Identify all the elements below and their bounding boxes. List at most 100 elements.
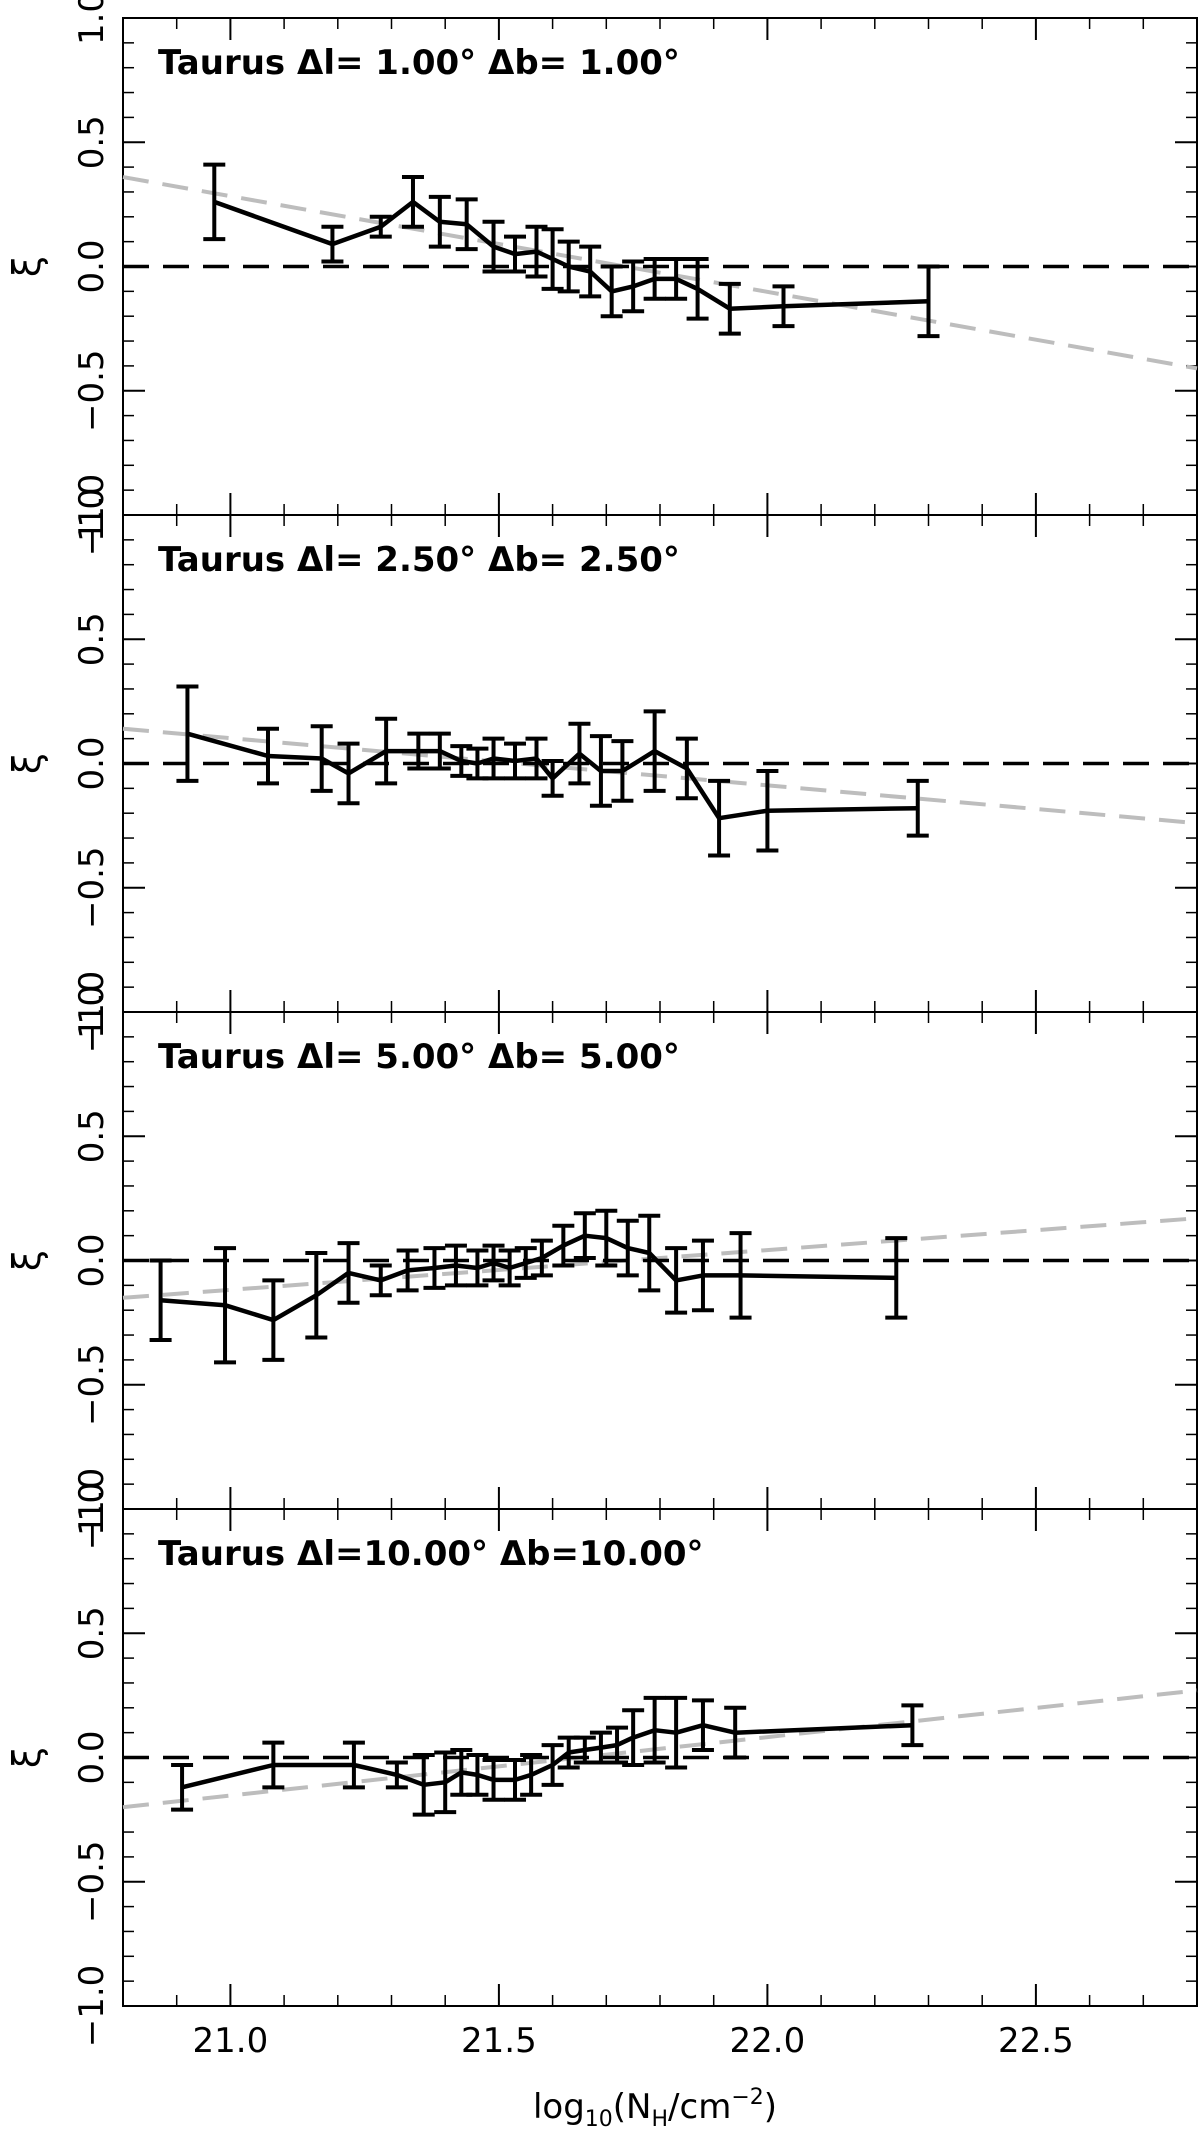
error-bar [885,1236,908,1320]
panel-title: Taurus Δl= 1.00° Δb= 1.00° [158,43,680,83]
error-bar [520,1753,543,1797]
y-tick-label: 0.0 [72,736,112,790]
error-bar [401,175,424,229]
y-tick-label: 1.0 [72,1482,112,1536]
panel-1: −1.0 −0.5 0.0 0.5 1.0 ξ Taurus Δl= 1.00° Δb= 1… [5,0,1198,557]
error-bar [375,716,398,786]
error-bar [622,259,645,314]
y-tick-label: −1.0 [72,971,112,1054]
y-tick-label: 0.5 [72,612,112,666]
error-bar [342,1740,365,1790]
x-axis-label-sub: 10 [585,2107,613,2132]
error-bar [214,1246,237,1365]
error-bar [643,709,666,793]
error-bar [665,257,688,301]
error-bar [606,1725,629,1765]
error-bar [498,1248,521,1288]
y-tick-label: 0.0 [72,239,112,293]
y-tick-label: −1.0 [72,1965,112,2048]
y-tick-label: 0.5 [72,1606,112,1660]
x-axis-label: log10(NH/cm−2) [533,2085,777,2132]
error-bar [541,1743,564,1787]
error-bar [149,1258,172,1343]
panel-2: −1.0 −0.5 0.0 0.5 1.0 ξ Taurus Δl= 2.50° Δb= 2… [5,488,1198,1054]
y-tick-label: 1.0 [72,488,112,542]
error-bar [310,724,333,793]
error-bar [337,741,360,806]
error-bar [337,1241,360,1305]
error-bar [466,1753,489,1797]
error-bar [557,239,580,294]
error-bar [450,744,473,778]
x-axis-label-nsub: H [652,2107,669,2132]
error-bar [530,1238,553,1278]
data-series-line [213,199,929,311]
error-bar [600,264,623,319]
error-bar [305,1251,328,1340]
y-tick-label: −0.5 [72,1343,112,1426]
error-bar [482,1757,505,1802]
error-bar [622,1708,645,1767]
error-bar [455,197,478,252]
panel-title: Taurus Δl= 5.00° Δb= 5.00° [158,1037,680,1077]
error-bar [906,778,929,838]
error-bar [724,1705,747,1760]
error-bar [504,234,527,274]
error-bar [541,227,564,291]
error-bar [579,244,602,299]
error-bar [525,736,548,781]
error-bar [901,1703,924,1748]
error-bar [589,734,612,808]
error-bar [321,224,344,264]
error-bar [595,1208,618,1268]
panel-title: Taurus Δl=10.00° Δb=10.00° [158,1534,704,1574]
error-bar [369,214,392,239]
error-bar [504,1757,527,1802]
error-bar [428,194,451,249]
error-bar [262,1278,285,1362]
error-bar [665,1695,688,1770]
x-tick-label: 22.0 [730,2021,806,2061]
x-axis-label-sup: −2 [731,2085,763,2110]
panel-title: Taurus Δl= 2.50° Δb= 2.50° [158,540,680,580]
x-axis-label-open: (N [613,2087,652,2127]
panel-4: −1.0 −0.5 0.0 0.5 1.0 21.0 21.5 22.0 22.5 ξ Taurus… [5,1482,1198,2061]
error-bar [407,731,430,771]
error-bar [756,768,779,853]
error-bar [428,731,451,771]
y-axis-label: ξ [5,1747,49,1768]
y-tick-label: 0.5 [72,115,112,169]
error-bar [504,741,527,781]
error-bar [643,1695,666,1765]
y-tick-label: −1.0 [72,474,112,557]
panels-group: −1.0 −0.5 0.0 0.5 1.0 ξ Taurus Δl= 1.00° Δb= 1… [5,0,1198,2061]
y-tick-label: 0.0 [72,1730,112,1784]
error-bar [708,778,731,858]
error-bar [772,284,795,329]
x-axis-label-close: ) [764,2087,777,2127]
fit-line [122,1216,1198,1300]
x-axis-label-log: log [533,2087,585,2127]
error-bar [552,1223,575,1268]
data-series-line [181,1722,913,1790]
error-bar [412,1753,435,1817]
error-bar [369,1263,392,1298]
error-bar [466,1248,489,1288]
error-bar [203,162,226,242]
error-bar [396,1248,419,1293]
error-bar [686,257,709,321]
fit-line [122,1688,1198,1810]
y-axis-label: ξ [5,753,49,774]
error-bar [691,1698,714,1753]
y-tick-label: 0.5 [72,1109,112,1163]
error-bar [718,281,741,336]
error-bar [262,1740,285,1790]
error-bar [514,1246,537,1280]
error-bar [638,1213,661,1293]
y-tick-label: −0.5 [72,349,112,432]
error-bar [525,224,548,279]
error-bar [573,1211,596,1261]
error-bar [665,1246,688,1315]
panel-3: −1.0 −0.5 0.0 0.5 1.0 ξ Taurus Δl= 5.00° Δb= 5… [5,985,1198,1550]
